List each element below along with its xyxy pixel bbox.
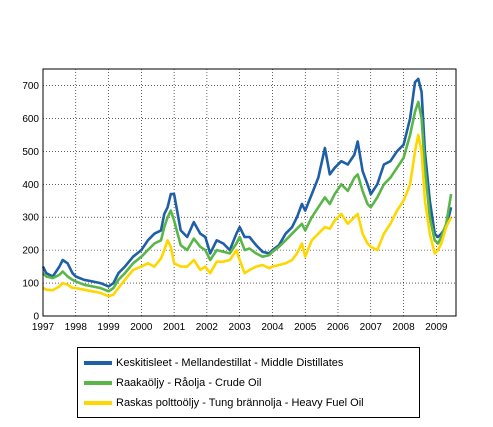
series-line-crude-oil — [42, 100, 453, 293]
y-axis-tick-labels: 0 100 200 300 400 500 600 700 — [22, 81, 39, 323]
series-line-heavy-fuel-oil — [42, 133, 453, 298]
x-axis-tick-labels: 1997 1998 1999 2000 2001 2002 2003 2004 2005 2006… — [32, 322, 448, 333]
x-tick-label-2006: 2006 — [327, 322, 350, 333]
legend-item-crude-oil: Raakaöljy - Råolja - Crude Oil — [84, 374, 262, 392]
legend-label-middle-distillates: Keskitisleet - Mellandestillat - Middle … — [116, 357, 344, 369]
x-tick-label-1999: 1999 — [97, 322, 120, 333]
y-tick-label-400: 400 — [22, 180, 39, 191]
x-tick-label-2007: 2007 — [360, 322, 383, 333]
legend-label-heavy-fuel-oil: Raskas polttoöljy - Tung brännolja - Hea… — [116, 397, 364, 409]
x-tick-label-2002: 2002 — [196, 322, 219, 333]
x-tick-label-2003: 2003 — [229, 322, 252, 333]
grid-lines — [43, 69, 456, 316]
legend-swatch-heavy-fuel-oil — [84, 401, 112, 405]
x-tick-label-2005: 2005 — [294, 322, 317, 333]
series-lines — [41, 77, 453, 298]
legend-item-middle-distillates: Keskitisleet - Mellandestillat - Middle … — [84, 354, 343, 372]
legend-label-crude-oil: Raakaöljy - Råolja - Crude Oil — [116, 377, 262, 389]
x-tick-label-2008: 2008 — [392, 322, 415, 333]
series-line-middle-distillates — [41, 77, 453, 288]
plot-area-frame — [42, 68, 457, 317]
x-tick-label-2009: 2009 — [425, 322, 448, 333]
y-tick-label-0: 0 — [33, 312, 39, 323]
y-tick-label-600: 600 — [22, 114, 39, 125]
x-tick-label-1998: 1998 — [65, 322, 88, 333]
y-tick-label-500: 500 — [22, 147, 39, 158]
y-tick-label-200: 200 — [22, 246, 39, 257]
x-tick-label-2000: 2000 — [130, 322, 153, 333]
legend: Keskitisleet - Mellandestillat - Middle … — [77, 347, 420, 418]
legend-swatch-middle-distillates — [84, 361, 112, 365]
x-tick-label-2004: 2004 — [261, 322, 284, 333]
x-tick-label-1997: 1997 — [32, 322, 55, 333]
y-tick-label-700: 700 — [22, 81, 39, 92]
x-tick-label-2001: 2001 — [163, 322, 186, 333]
y-tick-label-100: 100 — [22, 279, 39, 290]
y-tick-label-300: 300 — [22, 213, 39, 224]
line-chart: 0 100 200 300 400 500 600 700 1997 1998 1999 2000 2… — [22, 68, 457, 333]
legend-swatch-crude-oil — [84, 381, 112, 385]
legend-item-heavy-fuel-oil: Raskas polttoöljy - Tung brännolja - Hea… — [84, 394, 364, 412]
